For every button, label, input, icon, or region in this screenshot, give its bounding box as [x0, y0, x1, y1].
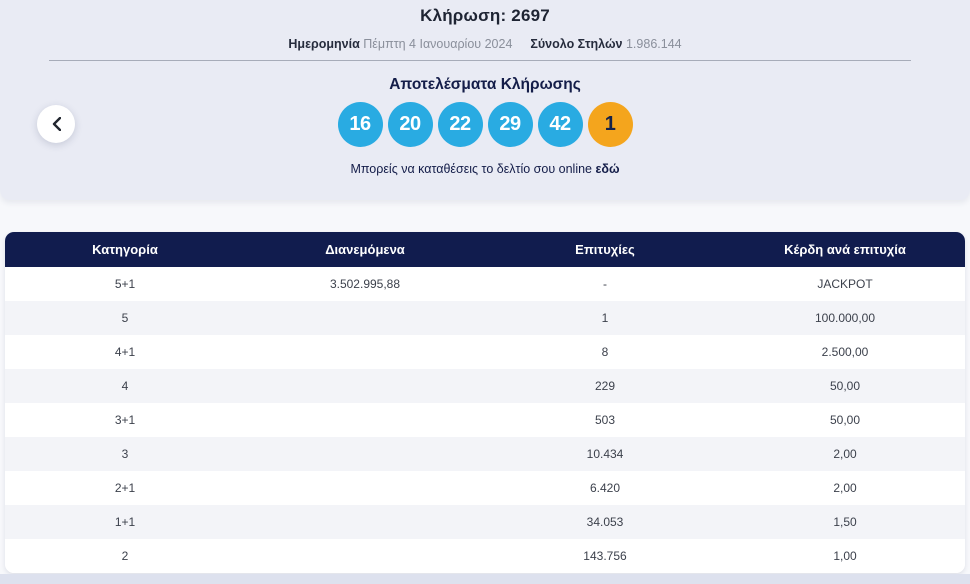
table-row: 3+1 503 50,00 [5, 403, 965, 437]
table-row: 2 143.756 1,00 [5, 539, 965, 573]
column-header: Κέρδη ανά επιτυχία [784, 242, 906, 257]
table-cell: 50,00 [829, 413, 861, 427]
divider [49, 60, 911, 61]
date-label: Ημερομηνία [288, 37, 360, 51]
table-cell: 34.053 [586, 515, 624, 529]
draw-results-panel: Κλήρωση: 2697 Ημερομηνία Πέμπτη 4 Ιανουα… [0, 0, 970, 200]
table-row: 4 229 50,00 [5, 369, 965, 403]
online-note-link[interactable]: εδώ [595, 162, 620, 176]
table-cell: 5+1 [114, 277, 136, 291]
table-cell: 6.420 [589, 481, 621, 495]
column-header: Κατηγορία [92, 242, 158, 257]
columns-value: 1.986.144 [625, 37, 682, 51]
table-cell: 100.000,00 [814, 311, 876, 325]
table-cell: 2+1 [114, 481, 136, 495]
table-cell: - [603, 277, 607, 291]
results-title: Αποτελέσματα Κλήρωσης [389, 76, 581, 93]
table-cell: 3.502.995,88 [329, 277, 401, 291]
table-cell: 4+1 [114, 345, 136, 359]
table-cell: 503 [594, 413, 616, 427]
online-note: Μπορείς να καταθέσεις το δελτίο σου onli… [0, 162, 970, 176]
previous-draw-button[interactable] [37, 105, 75, 143]
table-cell: 2,00 [833, 481, 857, 495]
table-row: 1+1 34.053 1,50 [5, 505, 965, 539]
online-note-text: Μπορείς να καταθέσεις το δελτίο σου onli… [350, 162, 592, 176]
table-row: 2+1 6.420 2,00 [5, 471, 965, 505]
table-cell: 3 [121, 447, 129, 461]
table-row: 4+1 8 2.500,00 [5, 335, 965, 369]
table-cell: 10.434 [586, 447, 624, 461]
number-ball: 22 [437, 102, 483, 147]
table-cell: 229 [594, 379, 616, 393]
table-cell: 50,00 [829, 379, 861, 393]
number-ball: 29 [487, 102, 533, 147]
table-cell: 1,00 [833, 549, 857, 563]
number-ball: 42 [537, 102, 583, 147]
table-cell: 8 [601, 345, 609, 359]
prize-table-body: 5+1 3.502.995,88 - JACKPOT 5 1 100.000,00 4+1 8 2… [5, 267, 965, 573]
total-columns: Σύνολο Στηλών 1.986.144 [530, 37, 681, 51]
table-row: 3 10.434 2,00 [5, 437, 965, 471]
columns-label: Σύνολο Στηλών [530, 37, 623, 51]
table-cell: 2.500,00 [821, 345, 869, 359]
draw-date: Ημερομηνία Πέμπτη 4 Ιανουαρίου 2024 [288, 37, 512, 51]
table-row: 5 1 100.000,00 [5, 301, 965, 335]
drawn-numbers: 16 20 22 29 42 1 [0, 102, 970, 147]
table-cell: 2 [121, 549, 129, 563]
column-header: Επιτυχίες [575, 242, 635, 257]
page-background-strip [0, 574, 970, 584]
table-cell: 2,00 [833, 447, 857, 461]
chevron-left-icon [52, 117, 61, 131]
table-cell: 1 [601, 311, 609, 325]
prize-table: Κατηγορία Διανεμόμενα Επιτυχίες Κέρδη ανά ε… [5, 232, 965, 573]
table-cell: JACKPOT [817, 277, 873, 291]
table-cell: 5 [121, 311, 129, 325]
prize-table-header: Κατηγορία Διανεμόμενα Επιτυχίες Κέρδη ανά ε… [5, 232, 965, 267]
bonus-number-ball: 1 [587, 102, 633, 147]
table-cell: 3+1 [114, 413, 136, 427]
table-cell: 143.756 [583, 549, 627, 563]
draw-title: Κλήρωση: 2697 [420, 6, 550, 25]
table-row: 5+1 3.502.995,88 - JACKPOT [5, 267, 965, 301]
date-value: Πέμπτη 4 Ιανουαρίου 2024 [363, 37, 513, 51]
number-ball: 20 [387, 102, 433, 147]
number-ball: 16 [337, 102, 383, 147]
draw-meta: Ημερομηνία Πέμπτη 4 Ιανουαρίου 2024 Σύνολ… [0, 37, 970, 51]
table-cell: 1,50 [833, 515, 857, 529]
column-header: Διανεμόμενα [325, 242, 405, 257]
table-cell: 4 [121, 379, 129, 393]
table-cell: 1+1 [114, 515, 136, 529]
